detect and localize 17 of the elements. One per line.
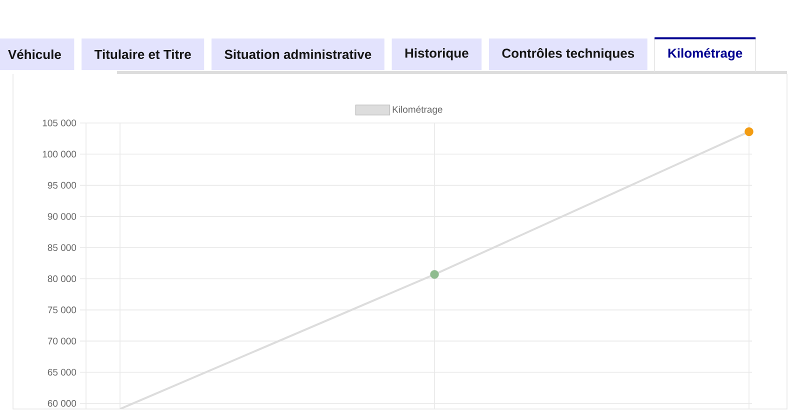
y-tick-label: 80 000 (48, 275, 76, 282)
legend-label: Kilométrage (392, 106, 442, 115)
y-tick-label: 75 000 (48, 306, 76, 314)
text: Contrôles techniques (502, 48, 634, 60)
text: Historique (405, 48, 468, 60)
text: Situation administrative (224, 49, 372, 60)
y-tick-label: 85 000 (48, 244, 76, 251)
y-tick-label: 70 000 (48, 338, 76, 344)
y-tick-label: 90 000 (48, 213, 76, 220)
y-tick-label: 95 000 (48, 182, 76, 189)
y-tick-label: 60 000 (48, 400, 76, 407)
text: Kilométrage (668, 48, 742, 60)
y-tick-label: 100 000 (42, 150, 76, 158)
y-tick-label: 65 000 (48, 368, 76, 376)
text: Véhicule (8, 49, 61, 60)
text: Titulaire et Titre (94, 49, 191, 60)
y-tick-label: 105 000 (42, 120, 76, 126)
